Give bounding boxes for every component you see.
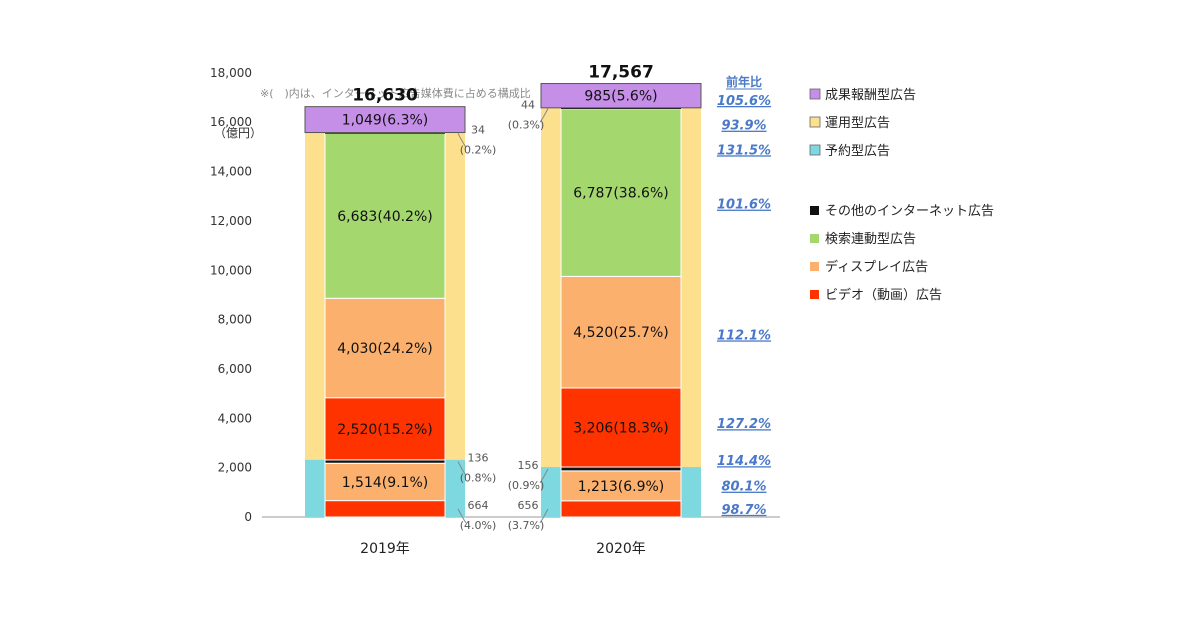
segment-label: 4,030(24.2%) — [337, 341, 432, 357]
x-category-label: 2020年 — [596, 541, 646, 557]
legend-label: 予約型広告 — [825, 144, 890, 159]
yoy-column: 前年比 105.6% 93.9% 131.5% 101.6% 112.1% 127.2% 11… — [717, 74, 771, 518]
bar-segment — [560, 387, 682, 468]
segment-label: 6,787(38.6%) — [573, 186, 668, 202]
yoy-value: 127.2% — [717, 417, 771, 432]
yoy-value: 101.6% — [717, 198, 771, 213]
y-tick-label: 6,000 — [218, 362, 252, 376]
callout-leader — [539, 468, 549, 484]
legend-label: 成果報酬型広告 — [825, 88, 916, 103]
segment-label: 3,206(18.3%) — [573, 420, 668, 436]
callout-pct: (0.2%) — [460, 143, 497, 156]
callout-value: 664 — [468, 499, 489, 512]
y-tick-label: 4,000 — [218, 411, 252, 425]
yoy-value: 98.7% — [721, 503, 766, 518]
bar-total-label: 17,567 — [588, 63, 654, 83]
legend-swatch — [809, 88, 821, 100]
yoy-value: 114.4% — [717, 454, 771, 469]
callout-pct: (4.0%) — [460, 519, 497, 532]
bars: 1,514(9.1%) 2,520(15.2%) 4,030(24.2%) 6,683… — [304, 63, 702, 557]
bar-segment — [560, 466, 682, 472]
bar-segment — [324, 397, 446, 461]
y-tick-label: 18,000 — [210, 66, 252, 80]
legend-swatch — [809, 144, 821, 156]
legend-label: 検索連動型広告 — [825, 232, 916, 247]
callout-pct: (0.9%) — [508, 479, 545, 492]
callout-leader — [457, 508, 467, 524]
segment-label: 1,213(6.9%) — [578, 479, 665, 495]
bar-total-label: 16,630 — [352, 86, 418, 106]
y-tick-label: 10,000 — [210, 263, 252, 277]
segment-label: 4,520(25.7%) — [573, 325, 668, 341]
callouts: 34 (0.2%) 136 (0.8%) 664 (4.0%) 44 (0.3%) 156 (0.… — [457, 98, 549, 532]
legend-label: その他のインターネット広告 — [825, 204, 994, 219]
legend-label: ディスプレイ広告 — [825, 259, 928, 275]
bar-segment — [560, 108, 682, 277]
y-tick-label: 0 — [244, 510, 252, 524]
bar-segment — [560, 275, 682, 389]
callout-leader — [457, 461, 467, 476]
yoy-header: 前年比 — [726, 74, 762, 89]
bar-performance — [540, 83, 702, 109]
y-axis-unit: （億円） — [214, 126, 262, 140]
callout-pct: (0.3%) — [508, 118, 545, 131]
y-tick-label: 12,000 — [210, 214, 252, 228]
performance-label: 1,049(6.3%) — [342, 113, 429, 129]
y-tick-label: 14,000 — [210, 165, 252, 179]
bar-segment — [560, 500, 682, 518]
legend-label: 運用型広告 — [825, 116, 890, 131]
legend-swatch — [810, 262, 819, 271]
segment-label: 1,514(9.1%) — [342, 475, 429, 491]
callout-leader — [457, 133, 467, 148]
bar-segment — [324, 297, 446, 399]
bar-segment — [324, 462, 446, 502]
callout-value: 44 — [521, 98, 535, 111]
x-category-label: 2019年 — [360, 541, 410, 557]
bar-segment — [325, 132, 445, 134]
callout-value: 156 — [518, 459, 539, 472]
bar-segment — [561, 107, 681, 110]
legend-swatch — [810, 290, 819, 299]
yoy-value: 112.1% — [717, 328, 771, 343]
bar-performance — [304, 106, 466, 134]
yoy-value: 93.9% — [721, 119, 766, 134]
y-tick-label: 16,000 — [210, 115, 252, 129]
callout-value: 136 — [468, 451, 489, 464]
callout-pct: (0.8%) — [460, 471, 497, 484]
legend-swatch — [810, 206, 819, 215]
y-tick-label: 8,000 — [218, 313, 252, 327]
segment-label: 6,683(40.2%) — [337, 209, 432, 225]
chart-note: ※( )内は、インターネット広告媒体費に占める構成比 — [260, 86, 531, 100]
yoy-value: 80.1% — [721, 480, 766, 495]
performance-label: 985(5.6%) — [584, 89, 657, 105]
legend-label: ビデオ（動画）広告 — [825, 287, 942, 303]
callout-leader — [539, 508, 549, 524]
yoy-value: 131.5% — [717, 143, 771, 158]
segment-label: 2,520(15.2%) — [337, 422, 432, 438]
callout-value: 34 — [471, 123, 485, 136]
yoy-value: 105.6% — [717, 94, 771, 109]
bar-segment — [324, 500, 446, 518]
legend-swatch — [809, 116, 821, 128]
bar-segment — [324, 459, 446, 464]
callout-pct: (3.7%) — [508, 519, 545, 532]
callout-value: 656 — [518, 499, 539, 512]
y-axis-ticks: 0 2,000 4,000 6,000 8,000 10,000 12,000 14,000 1… — [210, 66, 252, 524]
bar-segment — [324, 132, 446, 299]
y-tick-label: 2,000 — [218, 461, 252, 475]
legend-swatch — [810, 234, 819, 243]
callout-leader — [539, 108, 549, 123]
legend: 成果報酬型広告運用型広告予約型広告その他のインターネット広告検索連動型広告ディス… — [809, 88, 994, 303]
